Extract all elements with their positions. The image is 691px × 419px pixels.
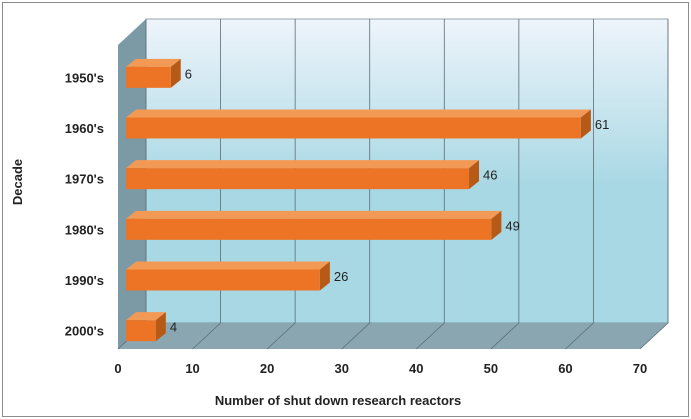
bar-top bbox=[126, 210, 502, 219]
data-label: 6 bbox=[185, 66, 192, 81]
bar-side bbox=[319, 261, 330, 291]
gridline-floor bbox=[639, 322, 669, 350]
bar bbox=[126, 117, 581, 139]
x-tick-label: 30 bbox=[334, 361, 348, 376]
gridline-floor bbox=[192, 322, 221, 350]
bar-side bbox=[155, 312, 166, 342]
y-tick-label: 1970's bbox=[65, 172, 104, 187]
data-label: 61 bbox=[595, 117, 609, 132]
gridline-floor bbox=[266, 322, 296, 350]
x-tick-label: 50 bbox=[484, 361, 498, 376]
y-axis-title: Decade bbox=[10, 159, 25, 205]
x-tick-label: 0 bbox=[114, 361, 121, 376]
floor bbox=[118, 323, 668, 349]
bar bbox=[126, 66, 171, 88]
y-tick-label: 2000's bbox=[65, 324, 104, 339]
x-tick-label: 20 bbox=[260, 361, 274, 376]
x-tick-label: 60 bbox=[558, 361, 572, 376]
y-tick-label: 1980's bbox=[65, 222, 104, 237]
data-label: 49 bbox=[505, 218, 519, 233]
bar-side bbox=[580, 109, 591, 139]
x-tick-label: 10 bbox=[185, 361, 199, 376]
y-tick-label: 1990's bbox=[65, 273, 104, 288]
bar-side bbox=[469, 160, 480, 190]
gridline-floor bbox=[341, 322, 370, 350]
bar-top bbox=[126, 160, 480, 169]
x-tick-label: 40 bbox=[409, 361, 423, 376]
data-label: 26 bbox=[334, 269, 348, 284]
bar-top bbox=[126, 261, 330, 270]
data-label: 46 bbox=[483, 168, 497, 183]
bar-side bbox=[170, 58, 181, 88]
bar bbox=[126, 218, 492, 240]
bar-top bbox=[126, 58, 181, 67]
data-label: 4 bbox=[170, 320, 177, 335]
y-tick-label: 1950's bbox=[65, 70, 104, 85]
gridline-floor bbox=[565, 322, 594, 350]
bar bbox=[126, 320, 156, 342]
y-tick-label: 1960's bbox=[65, 121, 104, 136]
gridline-floor bbox=[416, 322, 445, 350]
bar bbox=[126, 168, 470, 190]
x-axis-title: Number of shut down research reactors bbox=[215, 393, 461, 408]
bar-top bbox=[126, 312, 166, 321]
bar-top bbox=[126, 109, 591, 118]
x-tick-label: 70 bbox=[633, 361, 647, 376]
bar-side bbox=[491, 210, 502, 240]
bar bbox=[126, 269, 320, 291]
gridline-floor bbox=[490, 322, 520, 350]
